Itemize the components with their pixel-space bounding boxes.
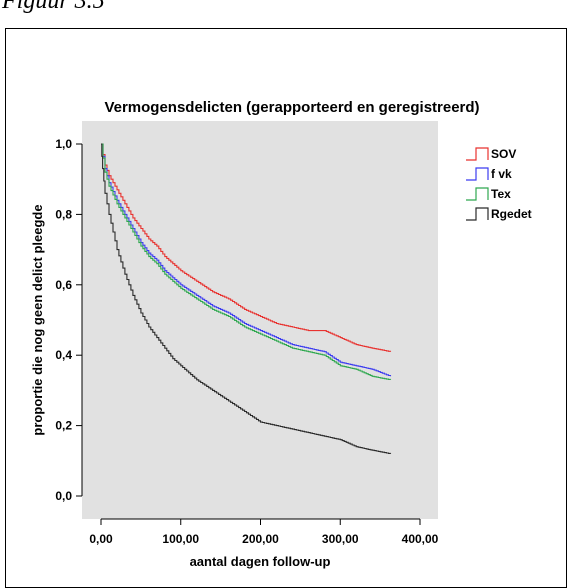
y-axis-label: proportie die nog geen delict pleegde [30, 204, 45, 435]
series-line-1 [101, 143, 392, 377]
y-tick-label: 0,2 [55, 419, 72, 433]
series-line-0 [101, 143, 392, 352]
legend-label: Rgedet [491, 207, 532, 221]
series-line-2 [101, 143, 392, 380]
plot-area [82, 121, 438, 519]
series-line-3 [101, 143, 392, 454]
figure-caption: Figuur 3.5 [2, 0, 105, 14]
legend-label: f vk [491, 167, 512, 181]
y-tick-label: 0,0 [55, 489, 72, 503]
axes: 0,0 0,2 0,4 0,6 0,8 1,0 0,00 100,00 200,00 300,00… [55, 137, 438, 546]
y-tick-label: 0,4 [55, 348, 72, 362]
y-tick-label: 0,8 [55, 207, 72, 221]
x-tick-label: 200,00 [242, 532, 279, 546]
legend: SOV f vk Tex Rgedet [466, 147, 532, 221]
legend-swatch-1 [466, 167, 489, 181]
legend-swatch-0 [466, 147, 489, 161]
y-tick-label: 1,0 [55, 137, 72, 151]
legend-label: SOV [491, 147, 516, 161]
legend-label: Tex [491, 187, 511, 201]
x-tick-label: 100,00 [162, 532, 199, 546]
series-layer [101, 143, 392, 454]
chart-title: Vermogensdelicten (gerapporteerd en gere… [104, 99, 479, 116]
x-tick-label: 300,00 [322, 532, 359, 546]
x-tick-label: 0,00 [89, 532, 113, 546]
y-tick-label: 0,6 [55, 278, 72, 292]
x-tick-label: 400,00 [402, 532, 439, 546]
legend-swatch-2 [466, 187, 489, 201]
x-axis-label: aantal dagen follow-up [190, 554, 331, 569]
legend-swatch-3 [466, 207, 489, 221]
